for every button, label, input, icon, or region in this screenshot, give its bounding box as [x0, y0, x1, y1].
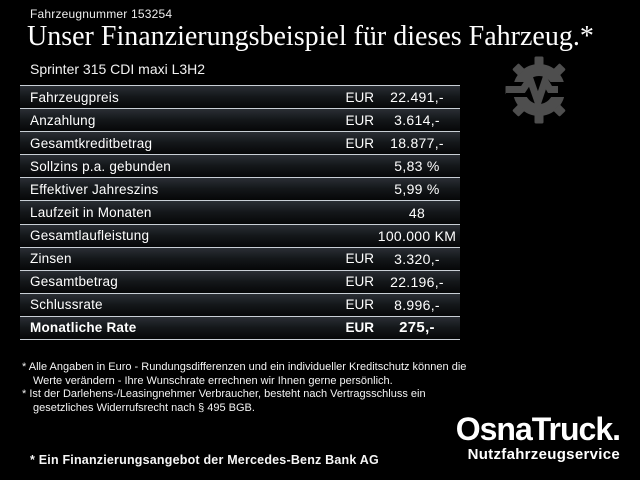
row-label: Schlussrate [30, 297, 103, 313]
row-value: 18.877,- [390, 135, 444, 152]
footnote-rounding: * Alle Angaben in Euro - Rundungsdiffere… [22, 361, 467, 387]
row-label: Monatliche Rate [30, 320, 137, 336]
table-row: Anzahlung EUR 3.614,- [20, 108, 460, 132]
row-value: 8.996,- [394, 296, 440, 313]
row-currency: EUR [345, 320, 374, 336]
table-row: Gesamtkreditbetrag EUR 18.877,- [20, 131, 460, 155]
table-row: Laufzeit in Monaten 48 [20, 200, 460, 224]
row-label: Gesamtlaufleistung [30, 228, 150, 244]
row-label: Fahrzeugpreis [30, 89, 119, 105]
dealer-subtitle: Nutzfahrzeugservice [467, 446, 620, 463]
financing-bank-note: * Ein Finanzierungsangebot der Mercedes-… [30, 453, 379, 467]
table-row: Effektiver Jahreszins 5,99 % [20, 177, 460, 201]
row-label: Effektiver Jahreszins [30, 181, 159, 197]
gear-m-icon [502, 56, 580, 129]
row-label: Gesamtbetrag [30, 274, 118, 290]
row-value: 22.491,- [390, 89, 444, 106]
table-row: Gesamtbetrag EUR 22.196,- [20, 269, 460, 293]
dealer-logo: OsnaTruck. Nutzfahrzeugservice [455, 411, 621, 463]
footnotes: * Alle Angaben in Euro - Rundungsdiffere… [22, 361, 472, 415]
footnote-withdrawal: * Ist der Darlehens-/Leasingnehmer Verbr… [22, 388, 426, 414]
row-value: 3.320,- [394, 250, 440, 267]
row-currency: EUR [345, 112, 374, 128]
row-label: Zinsen [30, 251, 72, 267]
vehicle-model: Sprinter 315 CDI maxi L3H2 [30, 61, 206, 77]
row-currency: EUR [345, 251, 374, 267]
row-value: 22.196,- [390, 273, 444, 290]
row-currency: EUR [345, 135, 374, 151]
row-value: 275,- [399, 319, 435, 337]
dealer-name: OsnaTruck. [455, 411, 621, 447]
row-value: 3.614,- [394, 112, 440, 129]
row-label: Sollzins p.a. gebunden [30, 158, 172, 174]
row-value: 5,99 % [394, 181, 440, 198]
row-currency: EUR [345, 274, 374, 290]
table-row: Monatliche Rate EUR 275,- [20, 315, 460, 340]
table-row: Gesamtlaufleistung 100.000 KM [20, 223, 460, 247]
table-row: Schlussrate EUR 8.996,- [20, 292, 460, 316]
row-value: 5,83 % [394, 158, 440, 175]
row-value: 48 [408, 204, 426, 221]
row-label: Laufzeit in Monaten [30, 205, 152, 221]
row-label: Anzahlung [30, 112, 96, 128]
row-label: Gesamtkreditbetrag [30, 135, 153, 151]
financing-table: Fahrzeugpreis EUR 22.491,- Anzahlung EUR… [20, 85, 460, 341]
table-row: Sollzins p.a. gebunden 5,83 % [20, 154, 460, 178]
row-currency: EUR [345, 297, 374, 313]
table-row: Fahrzeugpreis EUR 22.491,- [20, 85, 460, 109]
vehicle-number: Fahrzeugnummer 153254 [30, 7, 173, 21]
row-value: 100.000 KM [377, 227, 457, 244]
page-title: Unser Finanzierungsbeispiel für dieses F… [27, 21, 594, 52]
table-row: Zinsen EUR 3.320,- [20, 246, 460, 270]
row-currency: EUR [345, 89, 374, 105]
